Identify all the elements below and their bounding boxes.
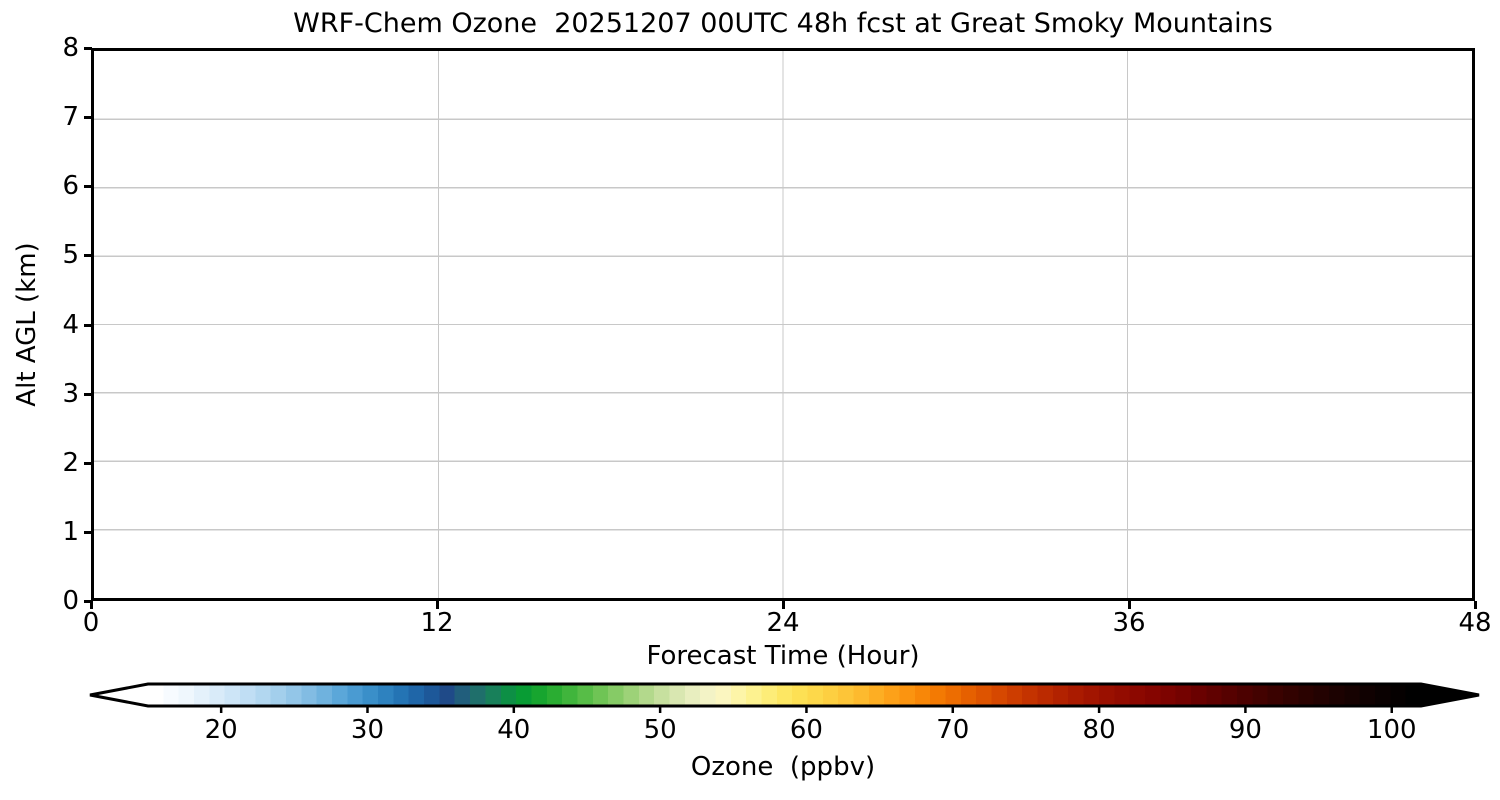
tick-mark xyxy=(1128,601,1131,609)
y-axis-label: Alt AGL (km) xyxy=(12,242,42,407)
tick-mark xyxy=(84,462,92,465)
x-tick-label: 24 xyxy=(766,608,800,638)
colorbar-tick-label: 70 xyxy=(936,715,970,745)
tick-mark xyxy=(84,254,92,257)
colorbar-gradient xyxy=(89,682,1480,713)
x-tick-label: 36 xyxy=(1112,608,1146,638)
y-tick-label: 2 xyxy=(62,447,79,478)
tick-mark xyxy=(84,185,92,188)
tick-mark xyxy=(84,600,92,603)
colorbar-label: Ozone (ppbv) xyxy=(690,752,876,782)
tick-mark xyxy=(84,531,92,534)
page-title: WRF-Chem Ozone 20251207 00UTC 48h fcst a… xyxy=(293,8,1273,39)
colorbar-tick-label: 60 xyxy=(789,715,823,745)
y-tick-label: 6 xyxy=(62,171,79,202)
plot-area xyxy=(91,48,1475,601)
x-tick-label: 48 xyxy=(1458,608,1492,638)
y-tick-label: 0 xyxy=(62,586,79,616)
tick-mark xyxy=(84,47,92,50)
tick-mark xyxy=(782,601,785,609)
y-tick-label: 3 xyxy=(62,378,79,409)
x-tick-label: 0 xyxy=(82,608,100,638)
y-tick-label: 7 xyxy=(62,102,79,133)
tick-mark xyxy=(436,601,439,609)
y-tick-label: 4 xyxy=(62,309,79,340)
colorbar-tick-label: 40 xyxy=(497,715,531,745)
colorbar-tick-label: 20 xyxy=(204,715,238,745)
colorbar-tick-label: 80 xyxy=(1082,715,1116,745)
tick-mark xyxy=(90,601,93,609)
x-tick-label: 12 xyxy=(420,608,454,638)
plot-grid xyxy=(94,51,1472,598)
colorbar-tick-label: 90 xyxy=(1228,715,1262,745)
colorbar-tick-label: 50 xyxy=(643,715,677,745)
x-axis-label: Forecast Time (Hour) xyxy=(646,641,920,671)
tick-mark xyxy=(1474,601,1477,609)
y-tick-label: 8 xyxy=(62,33,79,63)
tick-mark xyxy=(84,324,92,327)
y-tick-label: 1 xyxy=(62,516,79,547)
colorbar xyxy=(0,660,1500,720)
colorbar-tick-label: 30 xyxy=(350,715,385,745)
tick-mark xyxy=(84,393,92,396)
tick-mark xyxy=(84,116,92,119)
colorbar-tick-label: 100 xyxy=(1366,715,1417,745)
y-tick-label: 5 xyxy=(62,240,79,271)
